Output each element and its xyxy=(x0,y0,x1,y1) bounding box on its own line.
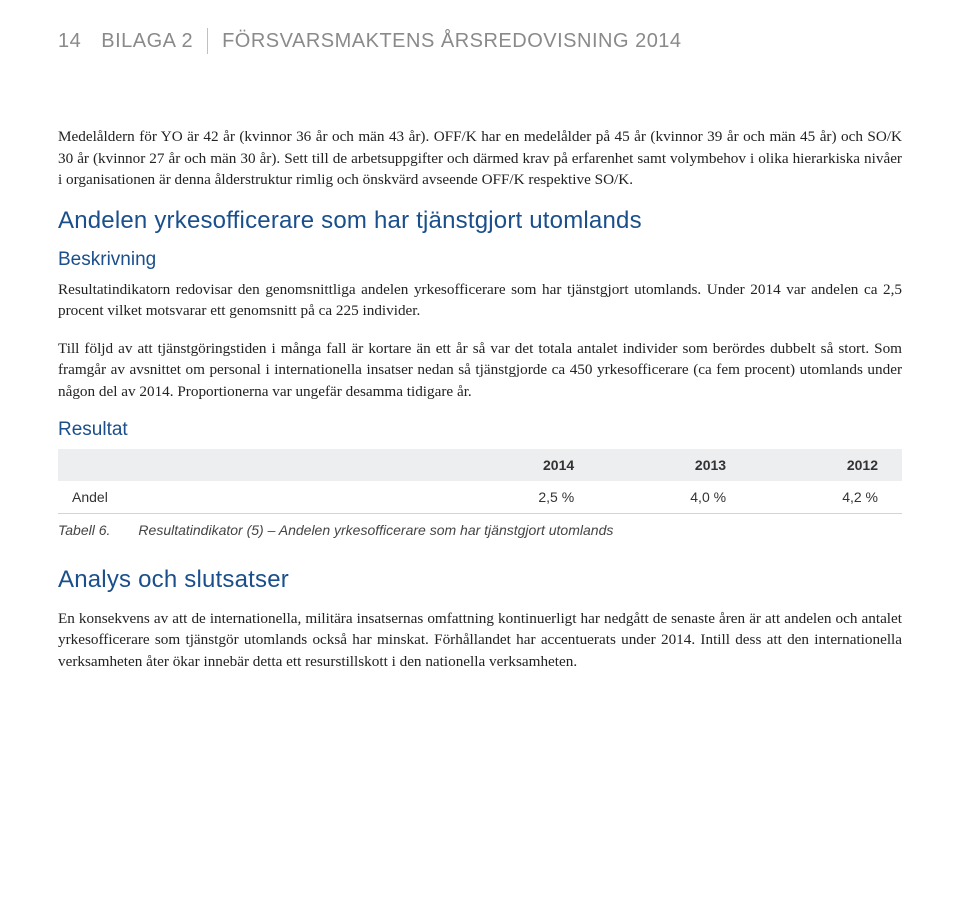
paragraph-intro: Medelåldern för YO är 42 år (kvinnor 36 … xyxy=(58,126,902,191)
subheading-resultat: Resultat xyxy=(58,419,902,441)
page-number: 14 xyxy=(58,30,81,53)
cell-2012: 4,2 % xyxy=(750,481,902,514)
th-2013: 2013 xyxy=(598,449,750,481)
cell-2014: 2,5 % xyxy=(446,481,598,514)
th-2014: 2014 xyxy=(446,449,598,481)
header-divider xyxy=(207,28,208,54)
document-title: FÖRSVARSMAKTENS ÅRSREDOVISNING 2014 xyxy=(222,30,681,53)
section-heading-analys: Analys och slutsatser xyxy=(58,566,902,594)
caption-label: Tabell 6. xyxy=(58,522,110,538)
th-empty xyxy=(58,449,446,481)
section-heading-andelen: Andelen yrkesofficerare som har tjänstgj… xyxy=(58,207,902,235)
table-header-row: 2014 2013 2012 xyxy=(58,449,902,481)
page-header: 14 BILAGA 2 FÖRSVARSMAKTENS ÅRSREDOVISNI… xyxy=(58,28,902,54)
resultat-table: 2014 2013 2012 Andel 2,5 % 4,0 % 4,2 % xyxy=(58,449,902,514)
cell-2013: 4,0 % xyxy=(598,481,750,514)
row-label: Andel xyxy=(58,481,446,514)
subheading-beskrivning: Beskrivning xyxy=(58,249,902,271)
caption-text: Resultatindikator (5) – Andelen yrkesoff… xyxy=(138,522,613,538)
table-row: Andel 2,5 % 4,0 % 4,2 % xyxy=(58,481,902,514)
paragraph-beskrivning-2: Till följd av att tjänstgöringstiden i m… xyxy=(58,338,902,403)
table-caption: Tabell 6. Resultatindikator (5) – Andele… xyxy=(58,522,902,538)
th-2012: 2012 xyxy=(750,449,902,481)
appendix-label: BILAGA 2 xyxy=(101,30,193,53)
paragraph-beskrivning-1: Resultatindikatorn redovisar den genomsn… xyxy=(58,279,902,322)
paragraph-analys: En konsekvens av att de internationella,… xyxy=(58,608,902,673)
